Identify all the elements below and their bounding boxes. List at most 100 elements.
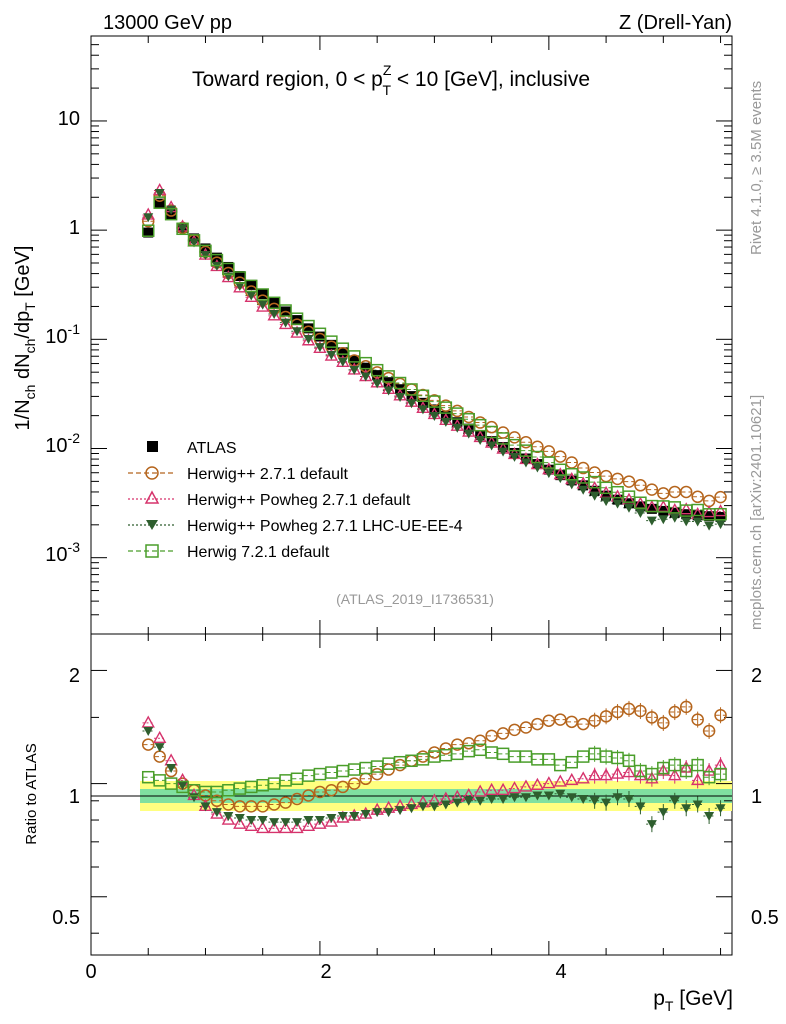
point-pow <box>267 308 281 321</box>
ratio-point-pow <box>553 774 567 787</box>
ratio-point-powee <box>715 804 726 814</box>
ratio-point-h271 <box>634 704 647 718</box>
ratio-point-h271 <box>325 784 338 797</box>
legend-label-atlas: ATLAS <box>187 440 237 457</box>
point-powee <box>326 350 337 360</box>
ratio-point-pow <box>336 810 350 823</box>
ratio-point-pow <box>473 784 487 797</box>
point-pow <box>324 348 339 361</box>
ratio-point-pow <box>324 814 339 827</box>
ratio-point-powee <box>578 794 589 804</box>
point-powee <box>395 392 406 402</box>
point-powee <box>303 334 314 344</box>
point-pow <box>713 504 728 517</box>
atlas-point <box>601 490 612 501</box>
ratio-tick-label-right-0.5: 0.5 <box>751 907 779 929</box>
ratio-point-powee <box>177 781 188 791</box>
ratio-point-powee <box>498 794 509 804</box>
ratio-point-powee <box>440 800 451 810</box>
ratio-point-powee <box>635 802 646 812</box>
ratio-point-pow <box>210 806 224 819</box>
ratio-point-pow <box>496 782 510 795</box>
ratio-tick-label-right-2: 2 <box>751 665 762 687</box>
point-h721 <box>359 356 372 370</box>
point-h271 <box>714 490 727 504</box>
point-h721 <box>222 262 235 276</box>
point-powee <box>475 435 486 445</box>
ratio-point-h271 <box>302 789 315 802</box>
main-y-axis-label: 1/Nch dNch/dpT [GeV] <box>12 246 38 431</box>
ratio-point-h271 <box>473 734 487 748</box>
point-pow <box>679 502 693 515</box>
ratio-point-h271 <box>668 705 682 719</box>
ratio-point-powee <box>406 804 417 814</box>
legend-marker-atlas <box>147 441 158 452</box>
ratio-point-h271 <box>576 717 590 731</box>
ratio-tick-label-0.5: 0.5 <box>52 907 80 929</box>
point-powee <box>280 318 291 328</box>
ratio-point-powee <box>589 796 600 806</box>
ratio-point-powee <box>223 811 234 821</box>
ratio-point-pow <box>565 772 579 786</box>
atlas-point <box>303 323 314 334</box>
point-powee <box>406 399 417 409</box>
point-powee <box>692 517 703 527</box>
point-pow <box>244 289 258 303</box>
point-powee <box>177 224 188 234</box>
ratio-point-pow <box>256 820 270 834</box>
point-powee <box>200 251 211 261</box>
ratio-point-h271 <box>141 738 155 751</box>
ratio-point-powee <box>269 818 280 828</box>
ratio-point-powee <box>658 808 669 818</box>
side-label-rivet: Rivet 4.1.0, ≥ 3.5M events <box>748 81 765 255</box>
ratio-tick-label-2: 2 <box>69 665 80 687</box>
ratio-point-powee <box>623 794 634 804</box>
y-tick-label-10: 10 <box>58 108 80 130</box>
point-powee <box>578 485 589 495</box>
point-powee <box>166 205 177 215</box>
ratio-point-pow <box>484 782 499 795</box>
axis-ticks <box>90 35 732 955</box>
point-pow <box>301 333 316 346</box>
ratio-y-axis-label: Ratio to ATLAS <box>23 743 40 844</box>
point-pow <box>233 280 247 293</box>
ratio-point-pow <box>690 772 705 786</box>
ratio-point-h271 <box>679 700 693 714</box>
atlas-point <box>463 423 474 434</box>
point-pow <box>256 299 270 312</box>
point-powee <box>658 515 669 525</box>
point-h721 <box>313 327 327 341</box>
point-h271 <box>634 479 647 492</box>
ratio-point-h271 <box>279 796 292 809</box>
ratio-point-h271 <box>508 723 521 737</box>
point-h271 <box>622 475 636 488</box>
point-powee <box>440 417 451 427</box>
point-h721 <box>199 244 212 258</box>
point-powee <box>509 452 520 462</box>
point-powee <box>566 480 577 490</box>
ratio-point-h271 <box>485 729 498 743</box>
ratio-point-pow <box>507 781 522 794</box>
point-h721 <box>405 383 418 396</box>
point-powee <box>681 517 692 527</box>
point-pow <box>221 270 236 283</box>
ratio-point-h271 <box>348 777 361 790</box>
ratio-point-powee <box>360 810 371 820</box>
ratio-point-powee <box>704 811 715 821</box>
ratio-point-h271 <box>657 716 670 730</box>
point-h721 <box>153 196 166 209</box>
ratio-point-powee <box>314 816 325 826</box>
ratio-point-powee <box>395 806 406 816</box>
atlas-point <box>589 485 600 496</box>
ratio-point-powee <box>383 808 394 818</box>
point-h721 <box>325 335 338 348</box>
point-powee <box>463 429 474 439</box>
ratio-point-pow <box>610 766 625 779</box>
point-h721 <box>382 370 395 383</box>
atlas-point <box>257 289 268 300</box>
ratio-point-pow <box>668 768 682 781</box>
ratio-point-powee <box>234 814 245 824</box>
point-h721 <box>187 234 201 247</box>
ratio-point-powee <box>475 796 486 806</box>
ratio-point-h271 <box>210 794 224 808</box>
